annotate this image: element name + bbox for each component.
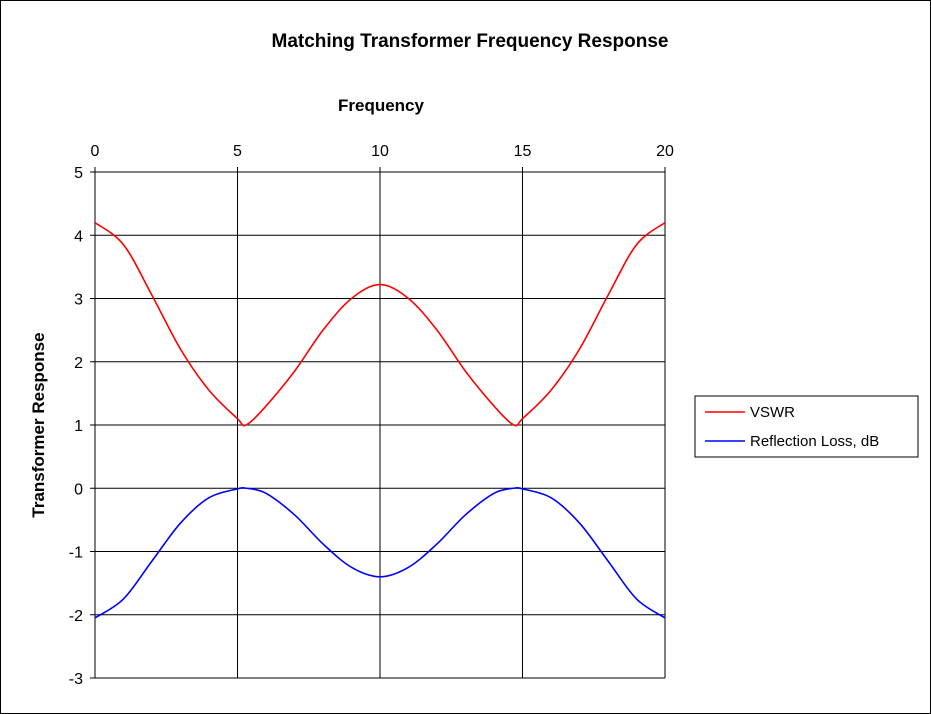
y-tick-label-5: 0 [74, 481, 83, 498]
legend: VSWR Reflection Loss, dB [694, 395, 919, 458]
series-line-vswr [94, 221, 666, 427]
y-axis-title: Transformer Response [29, 332, 48, 517]
x-tick-label-0: 0 [91, 143, 100, 160]
legend-label-reflection-loss: Reflection Loss, dB [750, 433, 879, 450]
legend-box [694, 395, 919, 458]
x-axis-title: Frequency [338, 96, 425, 115]
y-tick-label-8: -3 [69, 671, 83, 688]
y-tick-label-0: 5 [74, 165, 83, 182]
legend-label-vswr: VSWR [750, 404, 795, 421]
y-tick-label-1: 4 [74, 228, 83, 245]
series-lines [94, 221, 666, 619]
x-tick-label-1: 5 [233, 143, 242, 160]
y-tick-label-4: 1 [74, 418, 83, 435]
y-tick-label-2: 3 [74, 292, 83, 309]
chart-title: Matching Transformer Frequency Response [272, 31, 669, 52]
gridlines [90, 167, 666, 679]
series-line-reflection-loss [94, 486, 666, 619]
x-tick-label-3: 15 [514, 143, 532, 160]
x-tick-label-4: 20 [656, 143, 674, 160]
x-tick-label-2: 10 [371, 143, 389, 160]
y-tick-label-3: 2 [74, 355, 83, 372]
y-tick-label-6: -1 [69, 545, 83, 562]
y-tick-label-7: -2 [69, 608, 83, 625]
